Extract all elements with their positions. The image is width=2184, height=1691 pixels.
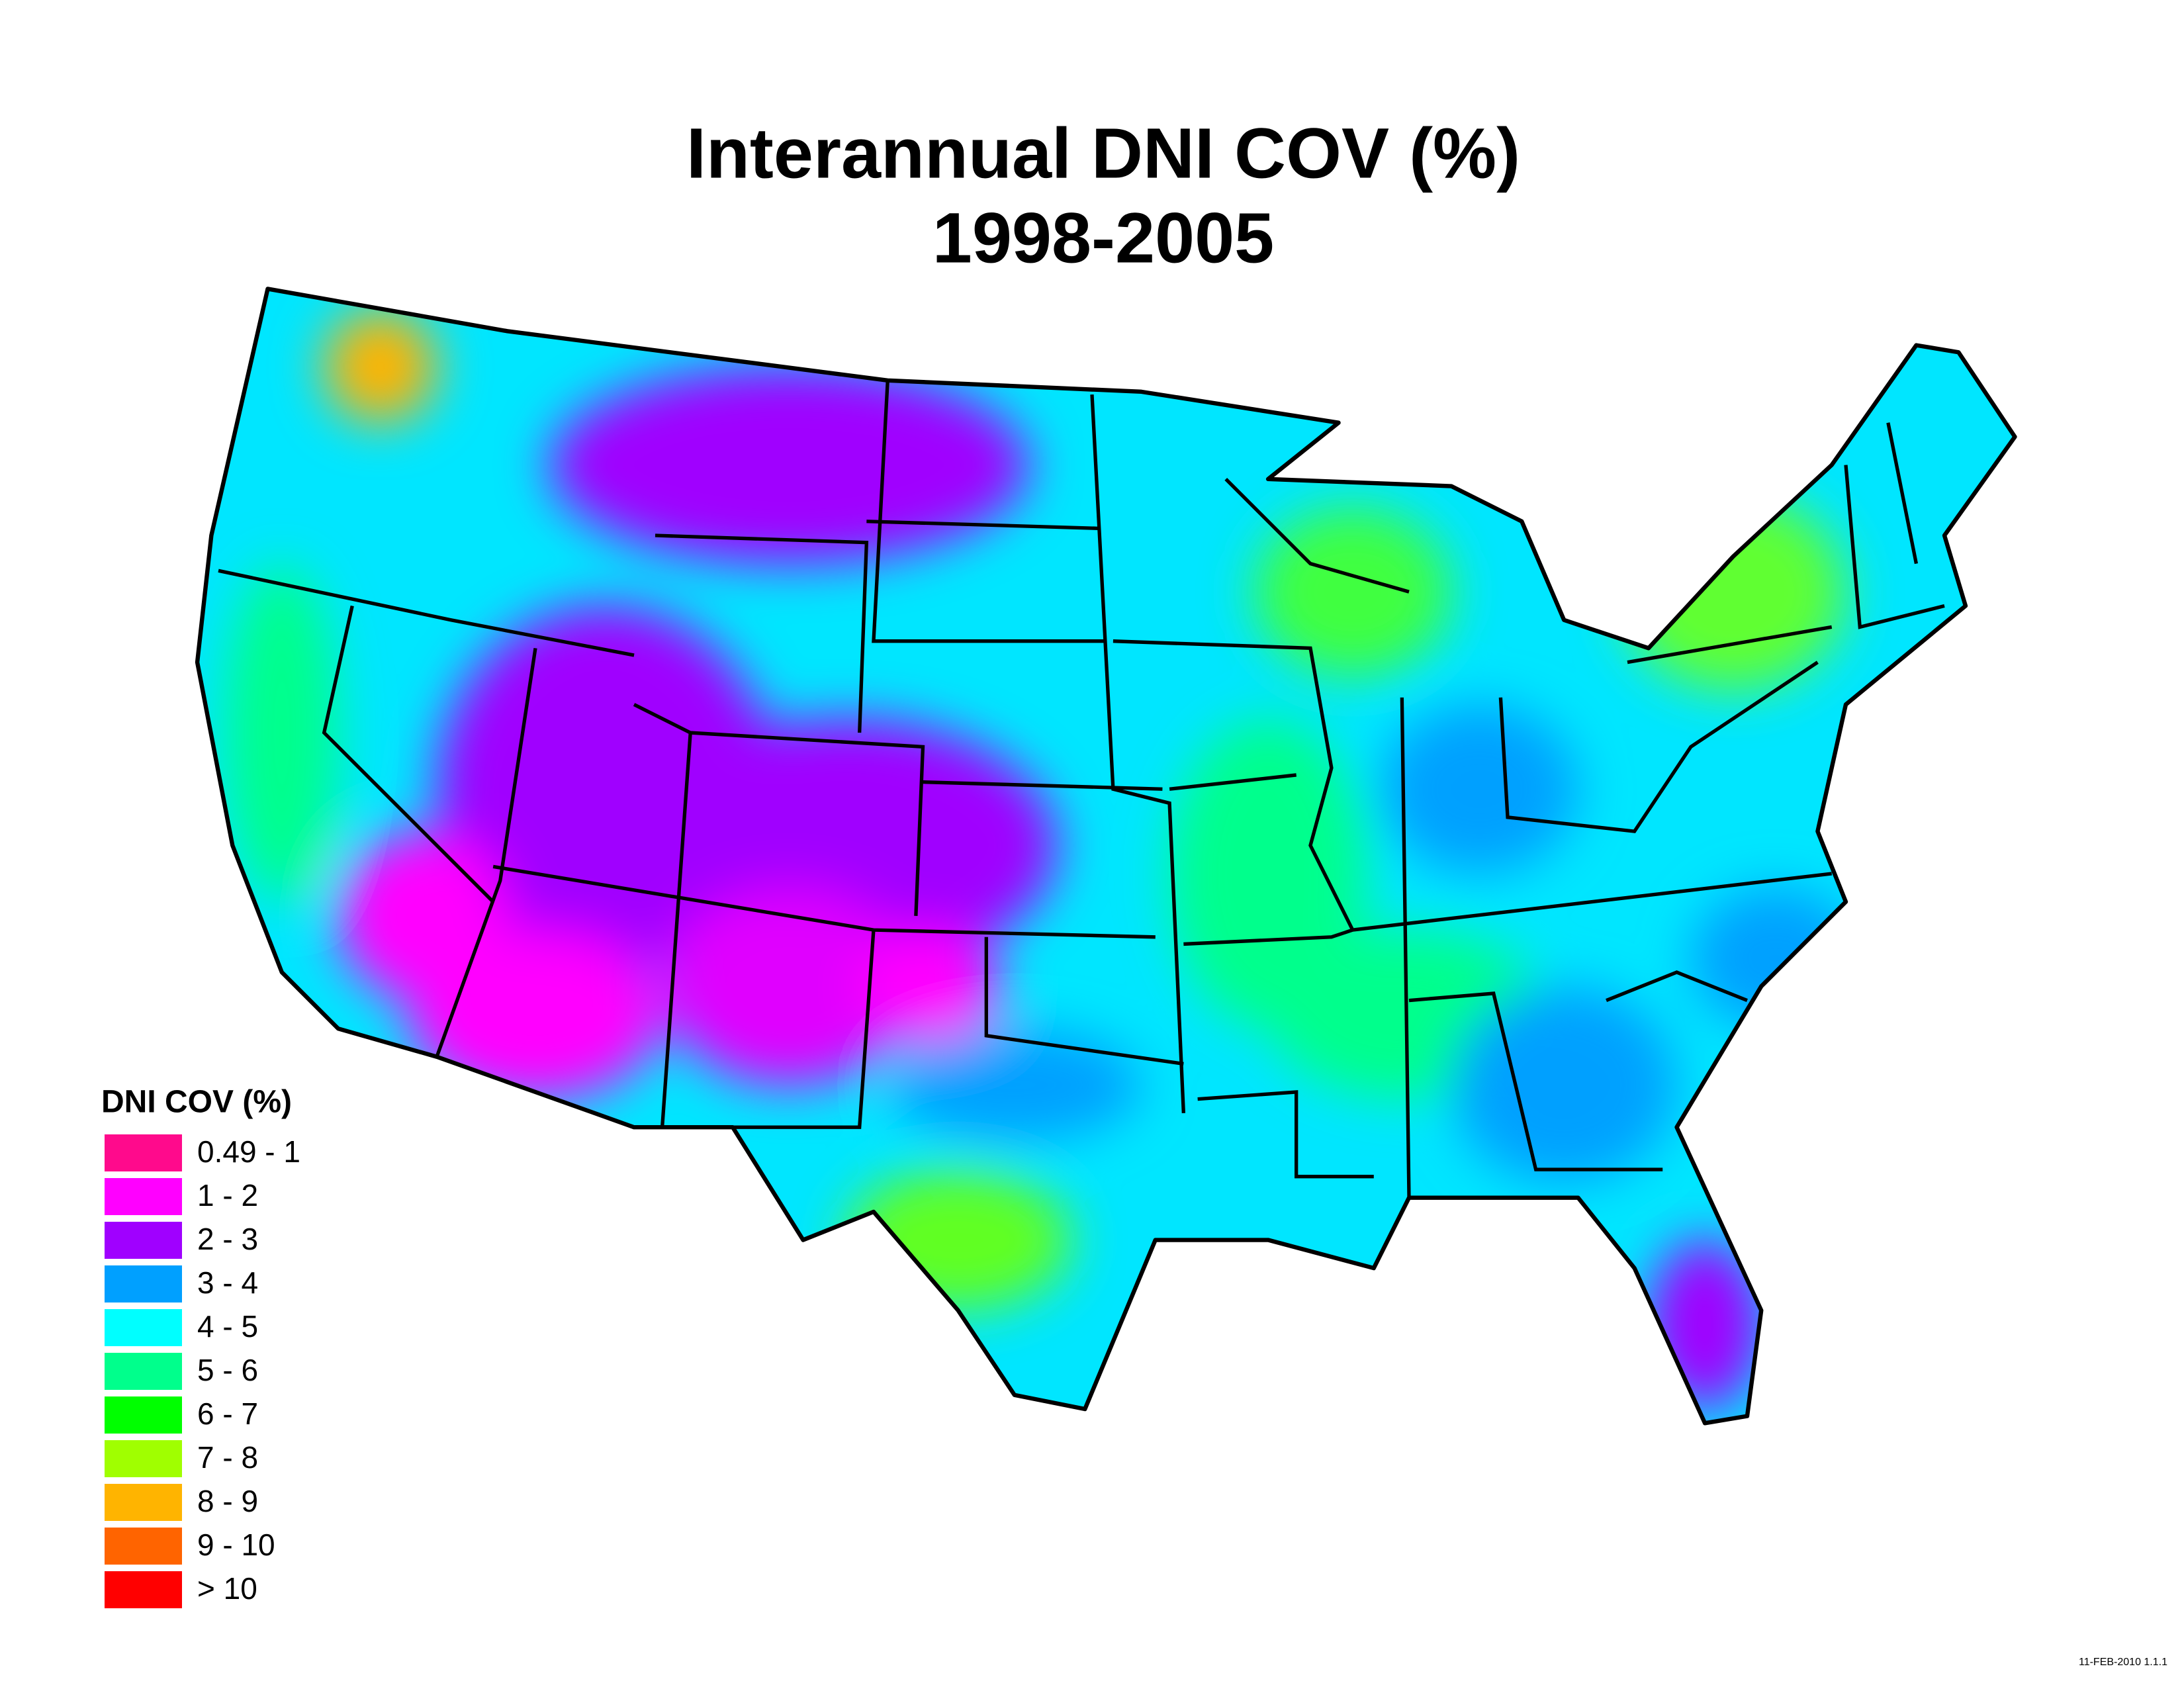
legend-label: 1 - 2 xyxy=(197,1178,258,1212)
legend-label: 8 - 9 xyxy=(197,1484,258,1518)
legend-label: 7 - 8 xyxy=(197,1440,258,1475)
legend-label: 5 - 6 xyxy=(197,1353,258,1387)
legend-swatch xyxy=(105,1396,182,1434)
legend-swatch xyxy=(105,1484,182,1521)
legend-swatch xyxy=(105,1571,182,1608)
legend-label: 3 - 4 xyxy=(197,1265,258,1300)
legend-swatch xyxy=(105,1178,182,1215)
legend-label: 9 - 10 xyxy=(197,1528,275,1562)
legend-label: 6 - 7 xyxy=(197,1396,258,1431)
legend-swatch xyxy=(105,1265,182,1303)
legend-swatch xyxy=(105,1528,182,1565)
legend-label: > 10 xyxy=(197,1571,257,1606)
legend: 0.49 - 1 1 - 2 2 - 3 3 - 4 4 - 5 5 - 6 6 - 7 7 … xyxy=(105,1134,300,1608)
legend-label: 2 - 3 xyxy=(197,1222,258,1256)
legend-swatch xyxy=(105,1353,182,1390)
us-map xyxy=(195,287,2017,1426)
legend-swatch xyxy=(105,1309,182,1346)
title-line-2: 1998-2005 xyxy=(933,198,1274,278)
title-line-1: Interannual DNI COV (%) xyxy=(686,113,1520,193)
legend-swatch xyxy=(105,1222,182,1259)
legend-label: 4 - 5 xyxy=(197,1309,258,1344)
legend-swatch xyxy=(105,1134,182,1171)
legend-label: 0.49 - 1 xyxy=(197,1134,300,1169)
legend-swatch xyxy=(105,1440,182,1477)
footer-stamp: 11-FEB-2010 1.1.1 xyxy=(2079,1657,2167,1668)
state-lines xyxy=(218,380,1945,1198)
legend-title: DNI COV (%) xyxy=(101,1085,292,1120)
